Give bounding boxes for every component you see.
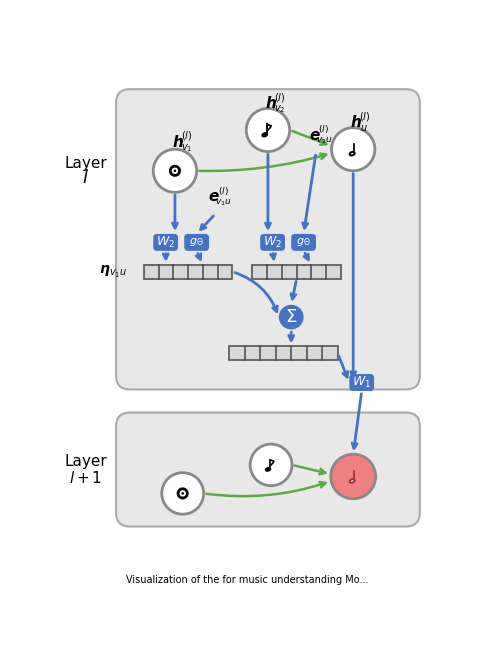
Circle shape — [170, 166, 180, 175]
FancyBboxPatch shape — [184, 234, 209, 251]
Circle shape — [181, 492, 184, 495]
Ellipse shape — [349, 152, 355, 155]
Text: $\Sigma$: $\Sigma$ — [285, 308, 297, 326]
Bar — [229, 346, 338, 360]
Text: $l+1$: $l+1$ — [69, 470, 103, 486]
Bar — [144, 264, 232, 278]
Text: $g_{\Theta}$: $g_{\Theta}$ — [296, 236, 311, 248]
Text: Layer: Layer — [65, 156, 107, 170]
Text: $W_1$: $W_1$ — [352, 375, 371, 390]
Ellipse shape — [262, 133, 268, 137]
Text: $v_2$: $v_2$ — [274, 103, 285, 115]
Text: $W_2$: $W_2$ — [263, 235, 282, 250]
Text: $l$: $l$ — [82, 169, 89, 188]
Text: $\boldsymbol{h}$: $\boldsymbol{h}$ — [265, 95, 277, 111]
Text: $(l)$: $(l)$ — [319, 123, 329, 135]
Text: $\boldsymbol{e}$: $\boldsymbol{e}$ — [308, 128, 321, 143]
Circle shape — [250, 444, 292, 486]
Text: $W_2$: $W_2$ — [156, 235, 175, 250]
Text: $\boldsymbol{e}$: $\boldsymbol{e}$ — [208, 189, 220, 204]
FancyBboxPatch shape — [260, 234, 285, 251]
Circle shape — [153, 149, 197, 192]
FancyBboxPatch shape — [153, 234, 178, 251]
Text: $v_2u$: $v_2u$ — [316, 135, 333, 146]
Text: $\boldsymbol{h}$: $\boldsymbol{h}$ — [172, 133, 184, 150]
Text: $(l)$: $(l)$ — [359, 110, 371, 123]
Text: Layer: Layer — [65, 454, 107, 469]
FancyBboxPatch shape — [116, 89, 420, 390]
Text: $v_1u$: $v_1u$ — [215, 197, 232, 208]
Bar — [253, 264, 341, 278]
Circle shape — [331, 454, 375, 499]
Circle shape — [279, 305, 304, 330]
Ellipse shape — [349, 479, 355, 483]
Text: $(l)$: $(l)$ — [181, 129, 192, 142]
Text: $v_1$: $v_1$ — [181, 142, 192, 154]
Circle shape — [246, 109, 290, 152]
Circle shape — [162, 473, 203, 514]
Circle shape — [178, 489, 187, 498]
Text: $(l)$: $(l)$ — [274, 91, 285, 104]
Text: Visualization of the for music understanding Mo...: Visualization of the for music understan… — [126, 575, 368, 585]
Text: $\boldsymbol{h}$: $\boldsymbol{h}$ — [350, 115, 362, 131]
Circle shape — [332, 128, 375, 170]
Text: $(l)$: $(l)$ — [218, 184, 228, 196]
Text: $\boldsymbol{\eta}_{v_1u}$: $\boldsymbol{\eta}_{v_1u}$ — [99, 264, 127, 280]
Text: $g_{\Theta}$: $g_{\Theta}$ — [189, 236, 204, 248]
Text: $u$: $u$ — [360, 123, 368, 133]
Ellipse shape — [266, 468, 270, 471]
FancyBboxPatch shape — [291, 234, 316, 251]
Circle shape — [174, 169, 176, 172]
FancyBboxPatch shape — [349, 374, 374, 391]
FancyBboxPatch shape — [116, 412, 420, 527]
